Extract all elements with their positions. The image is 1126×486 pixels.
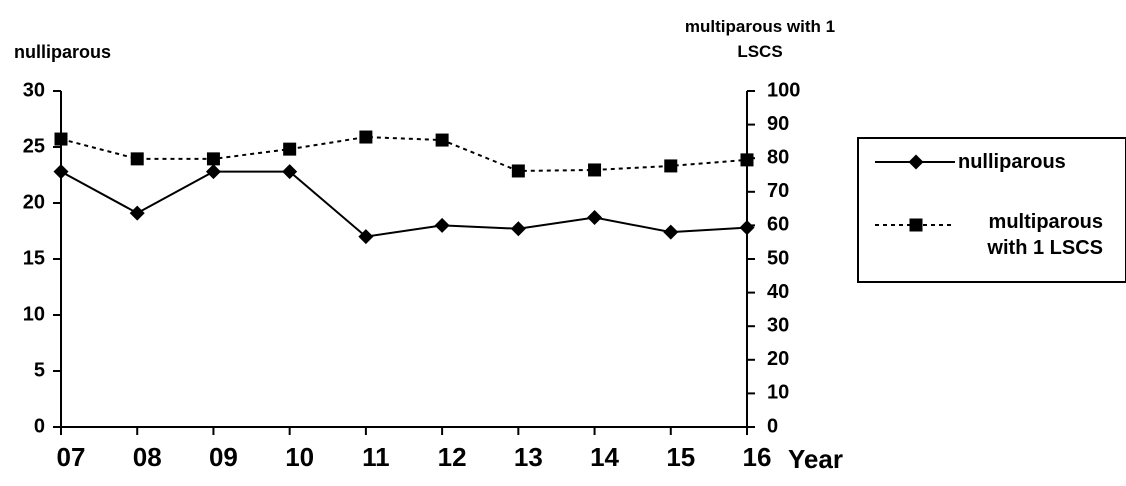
marker	[664, 159, 678, 173]
marker	[909, 218, 923, 232]
marker	[359, 130, 373, 144]
x-tick-label: 10	[285, 442, 314, 472]
x-tick-label: 15	[666, 442, 695, 472]
y-tick-label: 10	[23, 303, 45, 325]
x-axis-title: Year	[788, 444, 843, 474]
series-line	[60, 170, 748, 238]
y-tick-label: 20	[23, 191, 45, 213]
y-tick-label: 0	[34, 415, 45, 437]
legend: nulliparous multiparous with 1 LSCS	[857, 137, 1126, 283]
series-line	[60, 136, 748, 172]
marker	[206, 152, 220, 166]
marker	[510, 221, 526, 237]
y2-tick-label: 30	[767, 314, 789, 336]
marker	[205, 164, 221, 180]
y-axis-title: nulliparous	[14, 42, 112, 62]
x-tick-label: 12	[438, 442, 467, 472]
marker	[908, 154, 924, 170]
y2-tick-label: 40	[767, 281, 789, 303]
legend-label: nulliparous	[958, 151, 1066, 173]
marker	[54, 132, 68, 146]
x-tick-label: 07	[57, 442, 86, 472]
marker	[53, 164, 69, 180]
y2-tick-label: 90	[767, 113, 789, 135]
y2-tick-label: 10	[767, 382, 789, 404]
marker	[435, 133, 449, 147]
marker	[282, 164, 298, 180]
y2-tick-label: 80	[767, 146, 789, 168]
x-tick-label: 08	[133, 442, 162, 472]
y-tick-label: 15	[23, 247, 45, 269]
marker	[358, 229, 374, 245]
x-tick-label: 09	[209, 442, 238, 472]
marker	[283, 142, 297, 156]
x-tick-label: 16	[743, 442, 772, 472]
y2-axis-title: multiparous with 1 LSCS	[684, 17, 836, 61]
x-tick-label: 14	[590, 442, 619, 472]
marker	[739, 220, 755, 236]
marker	[587, 210, 603, 226]
y2-tick-label: 100	[767, 79, 800, 101]
marker	[129, 205, 145, 221]
y-tick-label: 30	[23, 79, 45, 101]
marker	[663, 224, 679, 240]
marker	[130, 152, 144, 166]
y2-tick-label: 50	[767, 247, 789, 269]
y-tick-label: 5	[34, 359, 45, 381]
y2-tick-label: 20	[767, 348, 789, 370]
y-tick-label: 25	[23, 135, 45, 157]
x-tick-label: 11	[362, 442, 390, 472]
y2-tick-label: 70	[767, 180, 789, 202]
marker	[588, 163, 602, 177]
marker	[740, 153, 754, 167]
y2-tick-label: 60	[767, 214, 789, 236]
y2-tick-label: 0	[767, 415, 778, 437]
legend-label: multiparous with 1 LSCS	[987, 211, 1103, 259]
x-tick-label: 13	[514, 442, 543, 472]
marker	[511, 164, 525, 178]
marker	[434, 217, 450, 233]
